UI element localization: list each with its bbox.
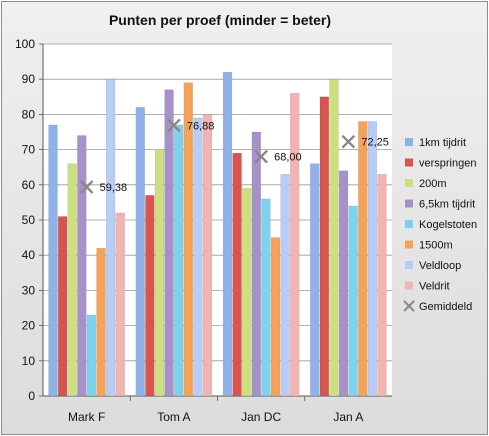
bar: [183, 82, 193, 397]
bar: [232, 152, 242, 397]
y-tick-label: 70: [22, 143, 36, 157]
bar: [310, 163, 320, 397]
chart-title: Punten per proef (minder = beter): [109, 12, 331, 28]
legend-label: Gemiddeld: [419, 301, 472, 313]
y-tick-label: 40: [22, 248, 36, 262]
bar: [96, 247, 106, 397]
bar: [115, 212, 125, 397]
legend-average-icon: [403, 300, 415, 312]
bar: [164, 89, 174, 397]
bar: [367, 121, 378, 397]
y-tick-label: 50: [22, 213, 36, 227]
bar: [261, 198, 271, 397]
x-tick-label: Mark F: [68, 410, 105, 424]
bar: [135, 107, 145, 397]
bar: [270, 237, 281, 397]
average-label: 72,25: [361, 137, 389, 149]
bar: [280, 173, 290, 397]
legend-label: Veldrit: [419, 281, 450, 293]
bar: [338, 170, 349, 397]
bar: [57, 216, 68, 397]
legend-label: 1500m: [419, 240, 453, 252]
bar: [290, 93, 300, 397]
y-tick-label: 80: [22, 107, 36, 121]
y-tick-label: 0: [28, 389, 35, 403]
legend-swatch: [405, 179, 413, 187]
legend-swatch: [405, 281, 413, 290]
legend-label: Kogelstoten: [419, 219, 477, 231]
bar: [377, 173, 387, 397]
bar: [105, 78, 116, 397]
average-marker: [341, 134, 356, 149]
legend-swatch: [405, 220, 413, 228]
y-tick-label: 100: [15, 37, 35, 51]
x-tick-label: Tom A: [157, 410, 190, 424]
y-tick-label: 30: [22, 283, 36, 297]
bar: [222, 71, 233, 397]
bar: [77, 135, 87, 397]
bar: [86, 314, 97, 397]
average-label: 59,38: [100, 182, 128, 194]
bar: [154, 149, 165, 397]
legend-label: 1km tijdrit: [419, 137, 466, 149]
axes: 0 10 20 30 40 50 60 70 80 90 100 Mark F Tom A Jan DC J…: [15, 37, 392, 424]
average-markers: 59,38 76,88 68,00 72,25: [79, 118, 389, 194]
y-tick-label: 10: [22, 354, 36, 368]
average-marker: [79, 180, 94, 194]
bar: [67, 163, 77, 397]
bar: [319, 96, 330, 397]
bar: [145, 195, 155, 397]
legend-swatch: [405, 138, 413, 146]
legend-swatch: [405, 158, 413, 167]
bar: [348, 205, 358, 397]
legend-swatch: [405, 240, 413, 249]
legend-label: 200m: [419, 178, 447, 190]
y-tick-label: 20: [22, 319, 36, 333]
bar: [202, 114, 213, 397]
bars: [48, 71, 387, 397]
average-marker: [167, 118, 181, 133]
y-tick-label: 60: [22, 178, 36, 192]
average-marker: [254, 149, 268, 164]
y-tick-label: 90: [22, 72, 36, 86]
bar: [358, 121, 368, 397]
x-tick-label: Jan DC: [241, 410, 281, 424]
bar: [329, 78, 339, 397]
bar: [242, 188, 252, 397]
bar: [193, 117, 203, 397]
legend-label: 6,5km tijdrit: [419, 199, 475, 211]
bar: [48, 124, 58, 397]
legend-label: Veldloop: [419, 260, 461, 272]
legend-swatch: [405, 261, 413, 269]
average-label: 68,00: [274, 152, 302, 164]
legend: 1km tijdrit verspringen 200m 6,5km tijdrit K…: [403, 137, 477, 313]
average-label: 76,88: [187, 120, 215, 132]
x-tick-label: Jan A: [333, 410, 363, 424]
bar: [251, 131, 261, 397]
legend-swatch: [405, 199, 413, 208]
legend-label: verspringen: [419, 158, 476, 170]
bar: [174, 124, 184, 397]
